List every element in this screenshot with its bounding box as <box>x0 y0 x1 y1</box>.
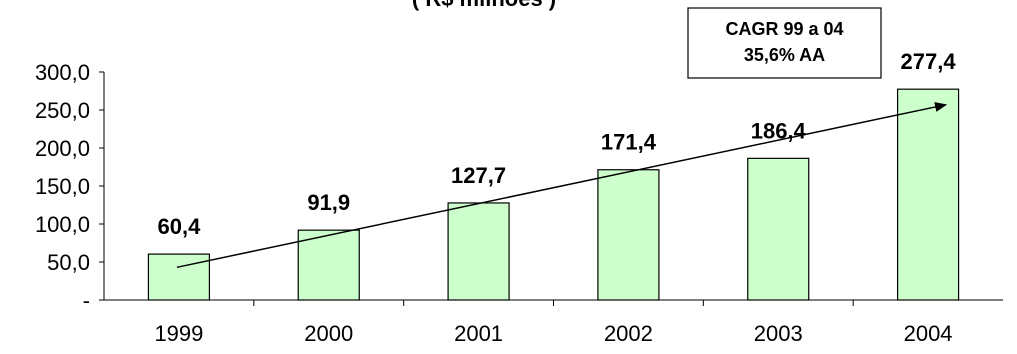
data-label: 186,4 <box>751 118 807 143</box>
data-label: 171,4 <box>601 130 657 155</box>
y-tick-label: 50,0 <box>47 250 90 275</box>
y-tick-label: 100,0 <box>35 212 90 237</box>
y-tick-label: 300,0 <box>35 60 90 85</box>
data-label: 91,9 <box>307 190 350 215</box>
bar-2001 <box>447 202 510 301</box>
y-tick-label: - <box>83 288 90 313</box>
cagr-box <box>687 7 882 79</box>
trend-arrow <box>176 102 948 269</box>
bar-2004 <box>896 88 960 301</box>
y-tick-label: 200,0 <box>35 136 90 161</box>
cagr-text-line: CAGR 99 a 04 <box>725 19 843 39</box>
y-tick-label: 250,0 <box>35 98 90 123</box>
x-tick-label: 2000 <box>304 321 353 346</box>
x-tick-label: 2003 <box>754 321 803 346</box>
data-label: 60,4 <box>158 214 202 239</box>
x-tick-label: 2004 <box>904 321 953 346</box>
bar-2002 <box>597 169 660 301</box>
y-tick-label: 150,0 <box>35 174 90 199</box>
cagr-text-line: 35,6% AA <box>744 45 825 65</box>
chart-title: ( R$ milhões ) <box>412 0 556 11</box>
x-tick-label: 2001 <box>454 321 503 346</box>
data-label: 277,4 <box>901 49 957 74</box>
bar-2000 <box>297 229 360 301</box>
x-tick-label: 2002 <box>604 321 653 346</box>
bar-1999 <box>147 253 211 301</box>
x-tick-label: 1999 <box>154 321 203 346</box>
data-label: 127,7 <box>451 163 506 188</box>
bar-2003 <box>747 157 810 301</box>
